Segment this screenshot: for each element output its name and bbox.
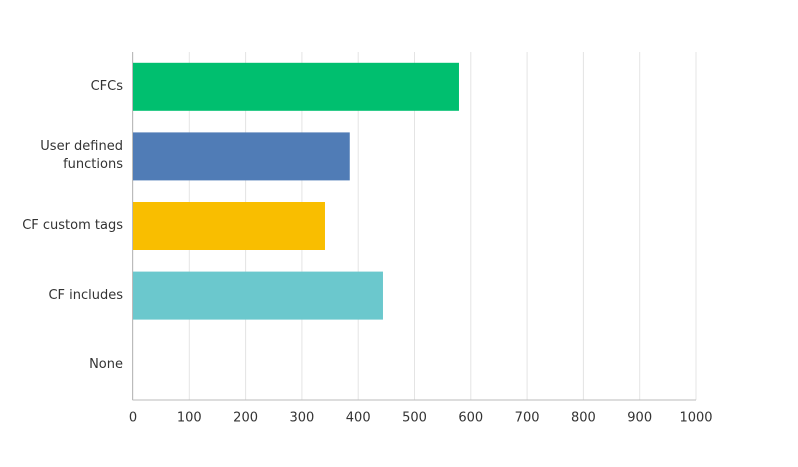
x-tick-label: 900	[627, 411, 652, 426]
x-tick-label: 200	[233, 411, 258, 426]
y-tick-label: None	[89, 357, 123, 373]
y-tick-label: CF custom tags	[22, 218, 123, 233]
x-tick-label: 1000	[679, 411, 712, 426]
x-tick-label: 700	[515, 411, 540, 426]
x-tick-label: 500	[402, 411, 427, 426]
bar	[133, 202, 325, 250]
x-tick-label: 400	[346, 411, 371, 426]
y-tick-label: CF includes	[48, 287, 123, 303]
bar	[133, 271, 383, 320]
x-tick-label: 800	[571, 411, 596, 426]
bar	[133, 62, 459, 111]
x-tick-label: 100	[177, 411, 202, 426]
x-tick-label: 300	[289, 411, 314, 426]
bar	[133, 132, 350, 181]
y-tick-label: CFCs	[90, 78, 123, 94]
x-tick-label: 0	[129, 411, 137, 426]
x-tick-label: 600	[458, 411, 483, 426]
y-tick-label: User defined functions	[40, 139, 123, 173]
